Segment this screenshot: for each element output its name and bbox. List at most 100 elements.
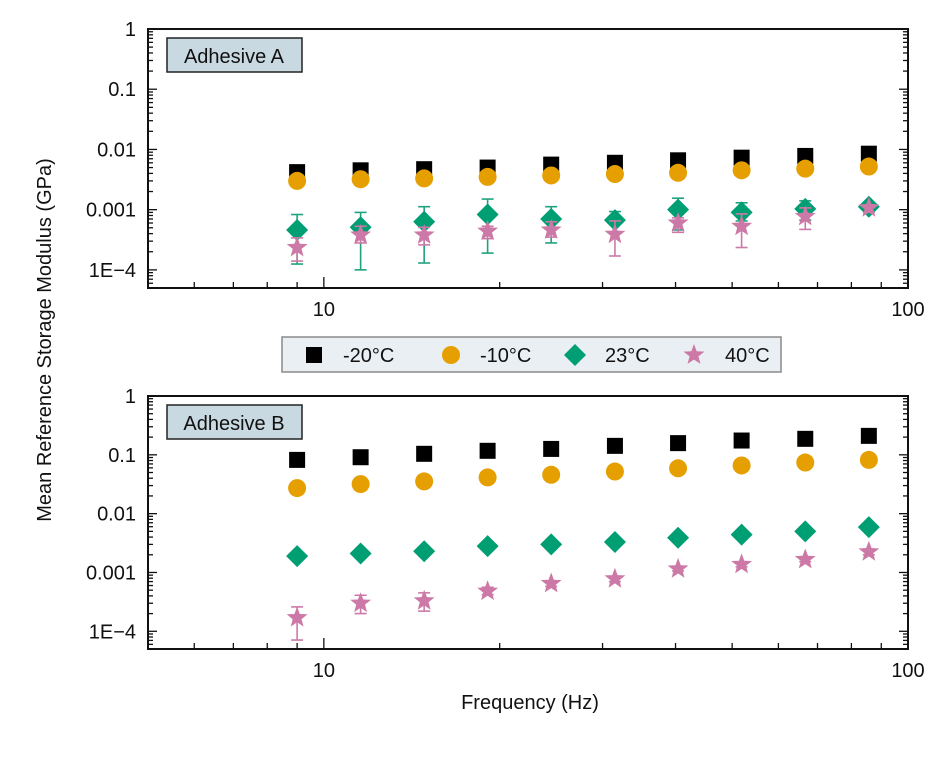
data-point bbox=[476, 535, 499, 558]
data-point bbox=[605, 462, 624, 481]
y-tick-label: 0.001 bbox=[86, 562, 136, 584]
panel-label-text: Adhesive A bbox=[184, 46, 285, 68]
data-point bbox=[670, 152, 687, 169]
y-tick-label: 1 bbox=[125, 19, 136, 41]
data-point bbox=[349, 542, 372, 565]
data-point bbox=[540, 533, 563, 556]
data-point bbox=[416, 445, 433, 462]
data-point bbox=[606, 437, 623, 454]
panel-a: 1 0.1 0.01 0.001 1E−4 10 100 Adhesive A bbox=[86, 19, 925, 321]
data-point bbox=[351, 170, 370, 189]
series-40°C bbox=[286, 196, 880, 262]
data-point bbox=[288, 171, 307, 190]
data-point bbox=[540, 572, 562, 593]
y-tick-label: 0.1 bbox=[108, 445, 136, 467]
legend-marker-star bbox=[683, 344, 705, 364]
data-point bbox=[351, 475, 370, 494]
data-point bbox=[733, 432, 750, 449]
data-point bbox=[286, 218, 309, 241]
data-point bbox=[732, 161, 751, 180]
y-tick-label: 0.01 bbox=[97, 504, 136, 526]
data-point bbox=[540, 207, 563, 230]
panel-label: Adhesive B bbox=[166, 404, 303, 440]
legend-marker-circle bbox=[442, 346, 460, 364]
data-point bbox=[415, 169, 434, 188]
panel-label: Adhesive A bbox=[166, 37, 303, 73]
data-point bbox=[540, 219, 562, 239]
data-point bbox=[478, 167, 497, 186]
panel-label-box bbox=[166, 404, 303, 440]
legend: -20°C -10°C 23°C 40°C bbox=[281, 336, 782, 373]
x-tick-label: 100 bbox=[891, 299, 924, 321]
y-tick-label: 1E−4 bbox=[89, 260, 136, 282]
data-point bbox=[858, 196, 880, 217]
data-point bbox=[542, 166, 561, 185]
legend-label: 23°C bbox=[605, 345, 650, 367]
data-point bbox=[604, 567, 626, 588]
data-point bbox=[286, 545, 309, 568]
x-tick-label: 10 bbox=[313, 660, 335, 682]
y-axis-title: Mean Reference Storage Modulus (GPa) bbox=[34, 158, 56, 522]
data-point bbox=[352, 449, 369, 466]
series-23°C bbox=[286, 516, 880, 568]
data-point bbox=[732, 456, 751, 475]
y-tick-label: 1 bbox=[125, 386, 136, 408]
data-point bbox=[477, 220, 499, 240]
data-point bbox=[286, 236, 308, 257]
legend-label: 40°C bbox=[725, 345, 770, 367]
data-point bbox=[605, 165, 624, 184]
y-tick-label: 0.001 bbox=[86, 200, 136, 222]
data-point bbox=[796, 159, 815, 178]
panel-label-text: Adhesive B bbox=[183, 413, 284, 435]
data-point bbox=[730, 523, 753, 546]
data-point bbox=[731, 553, 753, 574]
data-point bbox=[667, 198, 690, 221]
data-point bbox=[413, 540, 436, 563]
data-point bbox=[670, 435, 687, 452]
x-axis-title: Frequency (Hz) bbox=[461, 692, 599, 714]
data-point bbox=[603, 530, 626, 553]
data-point bbox=[415, 472, 434, 491]
data-point bbox=[794, 548, 816, 569]
data-point bbox=[289, 451, 306, 468]
data-point bbox=[667, 557, 689, 578]
x-tick-label: 10 bbox=[313, 299, 335, 321]
data-point bbox=[542, 465, 561, 484]
data-point bbox=[477, 580, 499, 601]
data-point bbox=[604, 223, 626, 244]
data-point bbox=[413, 589, 435, 610]
data-point bbox=[731, 215, 753, 236]
data-point bbox=[794, 205, 816, 226]
data-point bbox=[479, 442, 496, 459]
data-point bbox=[669, 459, 688, 478]
series--10°C bbox=[288, 450, 878, 498]
series-23°C bbox=[286, 195, 880, 271]
data-point bbox=[730, 201, 753, 224]
data-point bbox=[859, 450, 878, 469]
data-point bbox=[478, 468, 497, 487]
data-point bbox=[797, 430, 814, 447]
data-point bbox=[413, 224, 435, 244]
data-point bbox=[543, 440, 560, 457]
data-point bbox=[860, 427, 877, 444]
series--20°C bbox=[289, 427, 877, 468]
legend-marker-diamond bbox=[564, 344, 586, 366]
panel-b: 1 0.1 0.01 0.001 1E−4 10 100 Adhesive B bbox=[86, 386, 925, 682]
data-point bbox=[350, 224, 372, 244]
series--10°C bbox=[288, 157, 878, 190]
data-point bbox=[860, 145, 877, 162]
data-point bbox=[350, 592, 372, 613]
data-point bbox=[796, 453, 815, 472]
legend-label: -10°C bbox=[480, 345, 531, 367]
data-point bbox=[794, 520, 817, 543]
legend-marker-square bbox=[306, 347, 322, 363]
panel-label-box bbox=[166, 37, 303, 73]
data-point bbox=[733, 149, 750, 166]
data-point bbox=[286, 606, 308, 627]
data-point bbox=[667, 526, 690, 549]
y-tick-label: 1E−4 bbox=[89, 621, 136, 643]
data-point bbox=[667, 212, 689, 232]
data-point bbox=[288, 479, 307, 498]
y-tick-label: 0.01 bbox=[97, 139, 136, 161]
y-tick-label: 0.1 bbox=[108, 79, 136, 101]
